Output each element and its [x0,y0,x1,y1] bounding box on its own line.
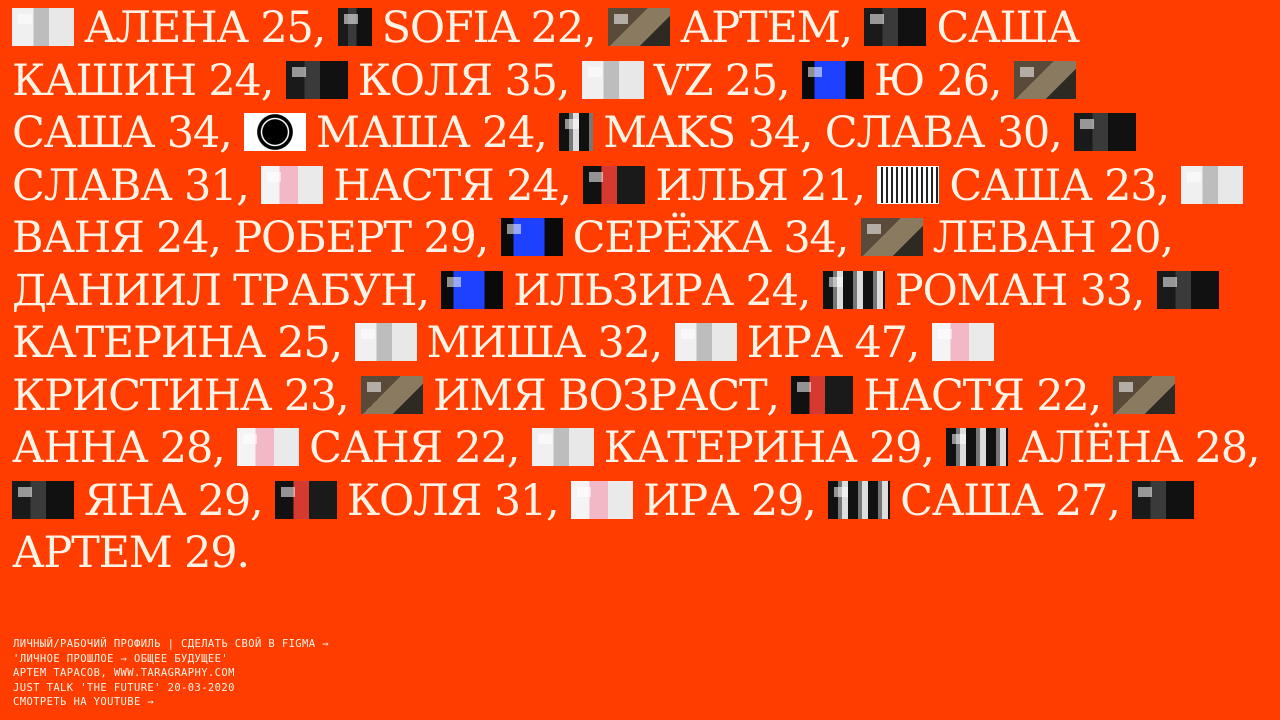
profile-thumbnail[interactable] [285,60,348,99]
participant-name[interactable]: МИША 32, [426,318,664,368]
profile-thumbnail[interactable] [500,218,563,256]
participant-name[interactable]: КРИСТИНА 23, [12,370,350,421]
profile-thumbnail[interactable] [354,323,417,361]
participant-name[interactable]: MAKS 34, [603,108,813,158]
participant-name[interactable]: АЛЁНА 28, [1018,423,1260,473]
footer-info: ЛИЧНЫЙ/РАБОЧИЙ ПРОФИЛЬ | СДЕЛАТЬ СВОЙ В … [13,637,329,710]
participant-name[interactable]: КАТЕРИНА 25, [12,318,343,368]
participant-name[interactable]: 23, [1104,160,1170,211]
participant-name[interactable]: VZ 25, [653,55,791,106]
profile-thumbnail[interactable] [1113,375,1176,414]
participant-name[interactable]: ДАНИИЛ ТРАБУН, [12,265,430,316]
profile-thumbnail[interactable] [801,60,864,99]
profile-thumbnail[interactable] [559,113,594,151]
participant-name[interactable]: СЕРЁЖА 34, [572,213,850,263]
profile-thumbnail[interactable] [583,165,646,204]
participant-name[interactable]: НАСТЯ 24, [333,160,572,211]
profile-thumbnail[interactable] [822,270,885,309]
participant-name[interactable]: СЛАВА 30, [824,108,1063,158]
profile-thumbnail[interactable] [531,428,594,466]
profile-thumbnail[interactable] [261,165,324,204]
participant-name[interactable]: РОБЕРТ 29, [233,213,489,263]
participant-name[interactable]: САША [936,3,1080,53]
profile-thumbnail[interactable] [12,480,74,519]
participant-name[interactable]: МАША 24, [316,108,548,158]
talk-subtitle: 'ЛИЧНОЕ ПРОШЛОЕ → ОБЩЕЕ БУДУЩЕЕ' [13,652,229,665]
participant-name[interactable]: Ю 26, [873,55,1003,106]
profile-thumbnail[interactable] [441,270,504,309]
figma-profile-link[interactable]: ЛИЧНЫЙ/РАБОЧИЙ ПРОФИЛЬ | СДЕЛАТЬ СВОЙ В … [13,638,329,650]
profile-thumbnail[interactable] [571,480,633,519]
profile-thumbnail[interactable] [877,165,940,204]
profile-thumbnail[interactable] [828,480,891,519]
participant-name[interactable]: САША 27, [900,475,1121,526]
participant-name[interactable]: КОЛЯ 31, [346,475,560,526]
profile-thumbnail[interactable] [1013,60,1076,99]
profile-thumbnail[interactable] [337,8,372,46]
participant-name[interactable]: АРТЕМ 29. [12,528,250,578]
profile-thumbnail[interactable] [791,375,854,414]
profile-thumbnail[interactable] [12,8,74,46]
participant-name[interactable]: ИЛЬЗИРА 24, [513,265,811,316]
participant-name[interactable]: НАСТЯ 22, [863,370,1102,421]
participant-name[interactable]: СЛАВА 31, [12,160,250,211]
participants-list: АЛЕНА 25, SOFIA 22, АРТЕМ, САША КАШИН 24… [12,2,1272,580]
profile-thumbnail[interactable] [931,323,994,361]
participant-name[interactable]: КАТЕРИНА 29, [603,423,935,473]
youtube-link[interactable]: СМОТРЕТЬ НА YOUTUBE → [13,696,155,709]
profile-thumbnail[interactable] [860,218,923,256]
profile-thumbnail[interactable] [674,323,737,361]
profile-thumbnail[interactable] [864,8,927,46]
profile-thumbnail[interactable] [946,428,1009,466]
participant-name[interactable]: ИЛЬЯ 21, [655,160,866,211]
participant-name[interactable]: РОМАН 33, [894,265,1146,316]
participant-name[interactable]: КОЛЯ 35, [357,55,571,106]
participant-name[interactable]: АЛЕНА 25, [84,3,326,53]
author-credit-link[interactable]: АРТЕМ ТАРАСОВ, WWW.TARAGRAPHY.COM [13,667,235,680]
participant-name[interactable]: ВАНЯ 24, [12,213,222,263]
profile-thumbnail[interactable] [244,113,307,151]
participant-name[interactable]: SOFIA 22, [381,3,597,53]
participant-name[interactable]: ИРА 47, [746,318,921,368]
participant-name[interactable]: АРТЕМ, [679,3,853,53]
participant-name[interactable]: ИРА 29, [643,475,817,526]
participant-name[interactable]: АННА 28, [12,423,226,473]
profile-thumbnail[interactable] [237,428,300,466]
profile-thumbnail[interactable] [360,375,423,414]
participant-name[interactable]: ИМЯ ВОЗРАСТ, [432,370,780,421]
participant-name[interactable]: САНЯ 22, [309,423,520,473]
profile-thumbnail[interactable] [1132,480,1195,519]
participant-name[interactable]: САША [949,160,1093,211]
profile-thumbnail[interactable] [274,480,337,519]
participant-name[interactable]: ЛЕВАН 20, [932,213,1174,263]
profile-thumbnail[interactable] [1156,270,1219,309]
profile-thumbnail[interactable] [607,8,670,46]
participant-name[interactable]: ЯНА 29, [84,475,264,526]
participant-name[interactable]: КАШИН 24, [12,55,274,106]
event-info: JUST TALK 'THE FUTURE' 20-03-2020 [13,681,235,694]
profile-thumbnail[interactable] [1181,165,1244,204]
profile-thumbnail[interactable] [581,60,644,99]
participant-name[interactable]: САША 34, [12,108,233,158]
profile-thumbnail[interactable] [1074,113,1137,151]
